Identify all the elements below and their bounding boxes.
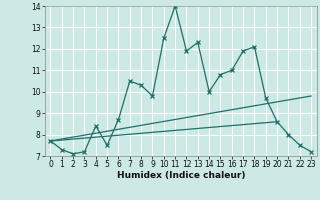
X-axis label: Humidex (Indice chaleur): Humidex (Indice chaleur) — [116, 171, 245, 180]
